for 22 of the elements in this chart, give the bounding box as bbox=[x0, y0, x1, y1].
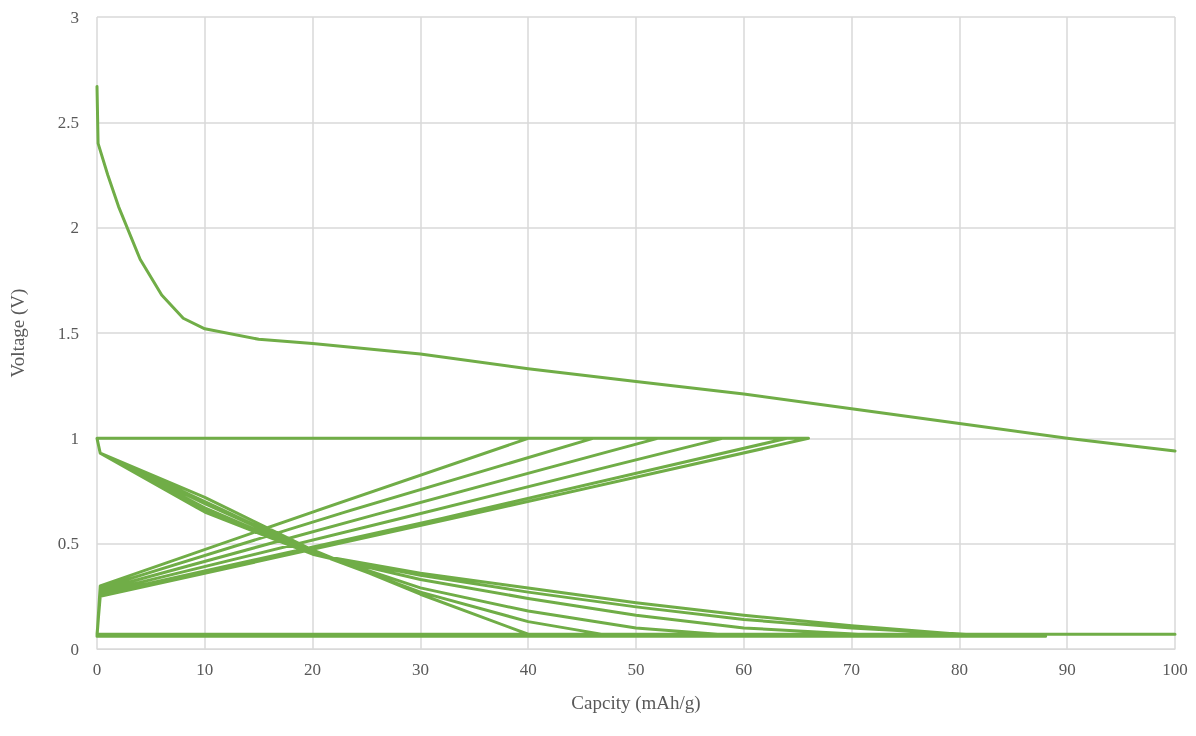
y-tick-label: 2.5 bbox=[57, 112, 79, 132]
x-tick-label: 70 bbox=[843, 660, 861, 679]
x-tick-label: 100 bbox=[1162, 660, 1188, 679]
y-tick-label: 1 bbox=[70, 428, 79, 448]
x-tick-label: 30 bbox=[411, 660, 429, 679]
line-series bbox=[95, 436, 1177, 638]
y-tick-label: 2 bbox=[70, 218, 79, 238]
y-tick-label: 1.5 bbox=[57, 323, 79, 343]
y-tick-label: 3 bbox=[70, 7, 79, 27]
x-axis-title: Capcity (mAh/g) bbox=[571, 692, 701, 714]
x-tick-label: 0 bbox=[92, 660, 102, 679]
x-tick-label: 40 bbox=[519, 660, 537, 679]
y-tick-label: 0 bbox=[70, 639, 79, 659]
y-tick-label: 0.5 bbox=[57, 534, 79, 554]
x-tick-label: 50 bbox=[627, 660, 645, 679]
x-tick-label: 20 bbox=[304, 660, 322, 679]
x-tick-label: 80 bbox=[950, 660, 968, 679]
x-tick-label: 60 bbox=[735, 660, 753, 679]
y-axis-title: Voltage (V) bbox=[7, 288, 29, 378]
line-series bbox=[95, 85, 1177, 453]
x-tick-label: 10 bbox=[196, 660, 214, 679]
x-tick-label: 90 bbox=[1058, 660, 1076, 679]
